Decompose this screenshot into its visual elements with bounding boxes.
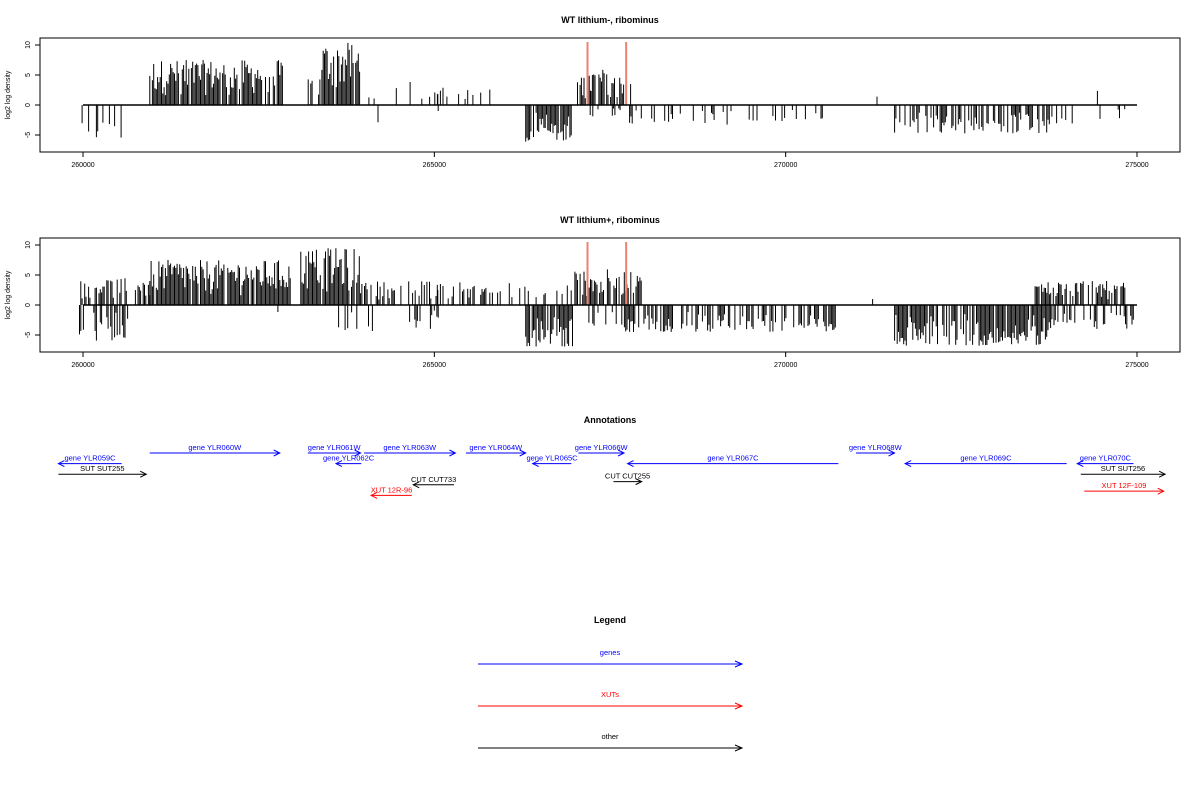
feature-label: CUT CUT255 — [605, 472, 650, 481]
x-tick-label: 275000 — [1125, 362, 1148, 369]
x-tick-label: 270000 — [774, 362, 797, 369]
y-tick-label: 0 — [25, 303, 32, 307]
y-tick-label: 10 — [25, 241, 32, 249]
feature-arrowhead — [626, 460, 634, 468]
feature-arrowhead — [1076, 460, 1084, 468]
feature-genes: gene YLR067C — [626, 454, 839, 468]
feature-label: CUT CUT733 — [411, 475, 456, 484]
feature-arrowhead — [519, 449, 527, 457]
y-tick-label: 5 — [25, 73, 32, 77]
feature-label: gene YLR063W — [383, 443, 437, 452]
y-tick-label: -5 — [25, 132, 32, 138]
y-tick-label: 10 — [25, 41, 32, 49]
feature-label: gene YLR067C — [707, 454, 759, 463]
feature-label: XUT 12R-96 — [371, 485, 413, 494]
feature-genes: gene YLR065C — [526, 454, 578, 468]
legend-item-xuts: XUTs — [478, 690, 744, 710]
track-panel-2: WT lithium+, ribominus 260000 265000 270000… — [5, 215, 1181, 369]
chart-title: WT lithium+, ribominus — [560, 215, 660, 225]
annotations-track: Annotations gene YLR059C gene YLR060W gene … — [57, 415, 1167, 499]
annotations-title: Annotations — [584, 415, 637, 425]
feature-label: gene YLR065C — [526, 454, 578, 463]
feature-arrowhead — [412, 481, 420, 489]
legend-label: other — [601, 732, 619, 741]
feature-label: gene YLR059C — [64, 454, 116, 463]
series-strand-plus — [80, 248, 1126, 305]
y-tick-label: 5 — [25, 273, 32, 277]
feature-label: gene YLR064W — [469, 443, 523, 452]
feature-label: gene YLR062C — [323, 454, 375, 463]
legend: Legend genes XUTs other — [478, 615, 744, 752]
feature-genes: gene YLR070C — [1076, 454, 1134, 468]
feature-genes: gene YLR062C — [323, 454, 375, 468]
feature-arrowhead — [635, 478, 643, 486]
legend-title: Legend — [594, 615, 626, 625]
x-tick-label: 265000 — [423, 162, 446, 169]
feature-genes: gene YLR063W — [364, 443, 457, 457]
legend-item-genes: genes — [478, 648, 744, 668]
feature-XUTs: XUT 12F-109 — [1084, 481, 1165, 495]
x-tick-label: 265000 — [423, 362, 446, 369]
feature-label: gene YLR069C — [960, 454, 1012, 463]
feature-genes: gene YLR064W — [465, 443, 527, 457]
feature-arrowhead — [888, 449, 896, 457]
track-panel-1: WT lithium-, ribominus 260000 265000 270000… — [5, 15, 1181, 169]
feature-genes: gene YLR060W — [149, 443, 281, 457]
feature-label: XUT 12F-109 — [1102, 481, 1147, 490]
y-tick-label: 0 — [25, 103, 32, 107]
legend-label: genes — [600, 648, 621, 657]
feature-genes: gene YLR068W — [849, 443, 903, 457]
feature-arrowhead — [617, 449, 626, 457]
feature-other: CUT CUT255 — [605, 472, 650, 486]
feature-other: SUT SUT255 — [58, 464, 148, 478]
plot-frame — [39, 37, 1181, 153]
feature-arrowhead — [369, 491, 378, 499]
feature-arrowhead — [449, 449, 457, 457]
feature-label: gene YLR068W — [849, 443, 903, 452]
feature-other: CUT CUT733 — [411, 475, 456, 489]
feature-label: gene YLR070C — [1080, 454, 1132, 463]
feature-genes: gene YLR059C — [57, 454, 122, 468]
legend-arrowhead — [734, 660, 744, 668]
chart-title: WT lithium-, ribominus — [561, 15, 659, 25]
x-tick-label: 260000 — [71, 362, 94, 369]
legend-arrowhead — [734, 702, 744, 710]
legend-label: XUTs — [601, 690, 619, 699]
feature-arrowhead — [531, 460, 539, 468]
feature-arrowhead — [904, 460, 912, 468]
feature-arrowhead — [57, 460, 65, 468]
plot-frame — [39, 237, 1181, 353]
feature-arrowhead — [273, 449, 281, 457]
feature-arrowhead — [334, 460, 343, 468]
feature-arrowhead — [354, 449, 362, 457]
feature-label: gene YLR061W — [308, 443, 362, 452]
feature-label: gene YLR066W — [575, 443, 629, 452]
legend-item-other: other — [478, 732, 744, 752]
feature-arrowhead — [140, 470, 148, 478]
x-tick-label: 270000 — [774, 162, 797, 169]
y-tick-label: -5 — [25, 332, 32, 338]
feature-label: SUT SUT255 — [80, 464, 124, 473]
series-strand-minus — [79, 305, 1134, 347]
series-strand-plus — [149, 42, 1098, 105]
legend-arrowhead — [734, 744, 744, 752]
series-strand-minus — [81, 105, 1126, 142]
feature-other: SUT SUT256 — [1080, 464, 1167, 478]
feature-genes: gene YLR066W — [575, 443, 629, 457]
feature-label: gene YLR060W — [188, 443, 242, 452]
x-tick-label: 260000 — [71, 162, 94, 169]
feature-label: SUT SUT256 — [1101, 464, 1145, 473]
feature-genes: gene YLR061W — [308, 443, 362, 457]
y-axis-label: log2 log density — [5, 70, 12, 119]
y-axis-label: log2 log density — [5, 270, 12, 319]
x-tick-label: 275000 — [1125, 162, 1148, 169]
feature-arrowhead — [1158, 470, 1167, 478]
feature-XUTs: XUT 12R-96 — [369, 485, 413, 499]
feature-arrowhead — [1157, 487, 1165, 495]
feature-genes: gene YLR069C — [904, 454, 1067, 468]
